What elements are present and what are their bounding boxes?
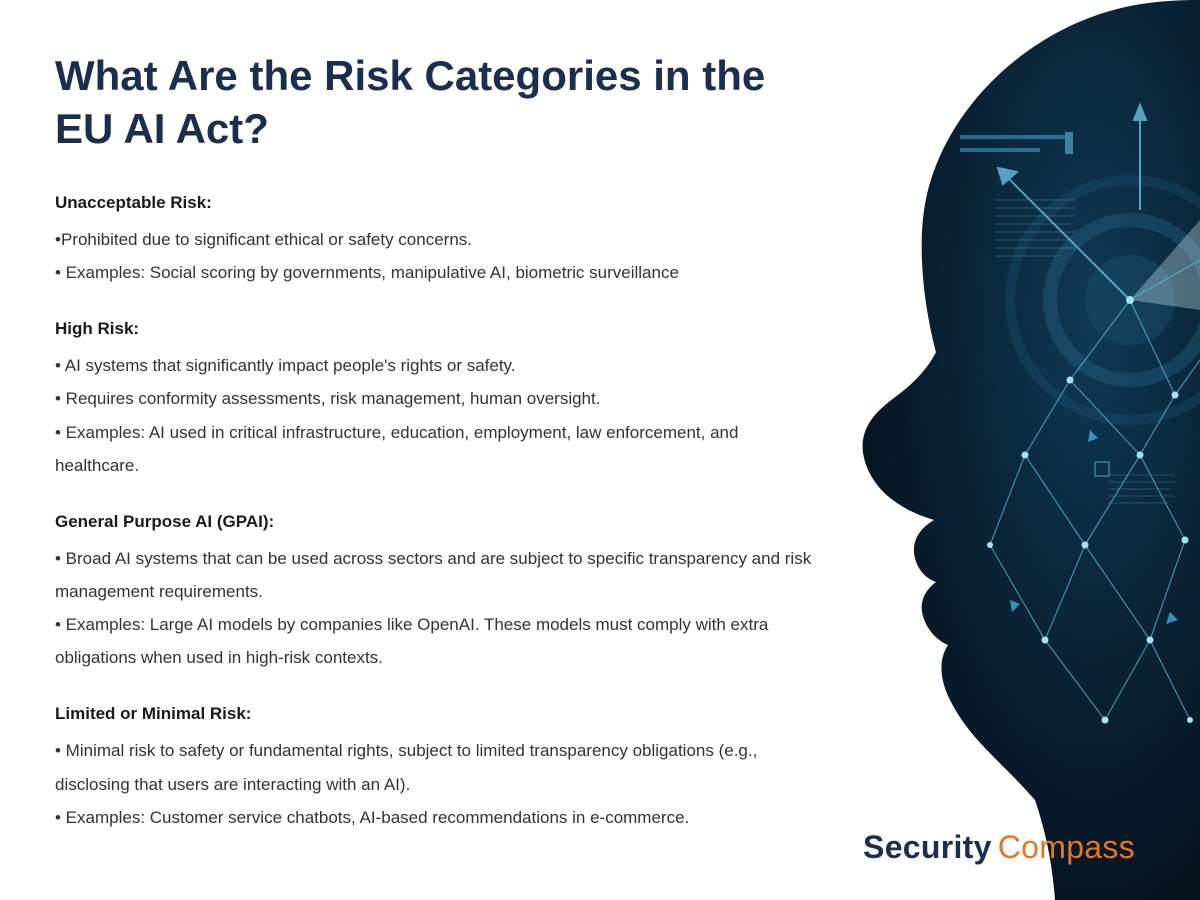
section-unacceptable: Unacceptable Risk: •Prohibited due to si…	[55, 193, 815, 289]
section-high: High Risk: • AI systems that significant…	[55, 319, 815, 482]
brand-part-2: Compass	[998, 829, 1135, 865]
section-heading: High Risk:	[55, 319, 815, 339]
bullet-text: • Requires conformity assessments, risk …	[55, 382, 815, 415]
bullet-text: • Examples: Large AI models by companies…	[55, 608, 815, 674]
bullet-text: • Examples: Customer service chatbots, A…	[55, 801, 815, 834]
brand-logo: SecurityCompass	[863, 829, 1135, 866]
section-heading: Unacceptable Risk:	[55, 193, 815, 213]
page-title: What Are the Risk Categories in the EU A…	[55, 50, 815, 155]
section-heading: General Purpose AI (GPAI):	[55, 512, 815, 532]
section-limited: Limited or Minimal Risk: • Minimal risk …	[55, 704, 815, 833]
head-svg	[840, 0, 1200, 900]
bullet-text: •Prohibited due to significant ethical o…	[55, 223, 815, 256]
brand-part-1: Security	[863, 829, 992, 865]
section-heading: Limited or Minimal Risk:	[55, 704, 815, 724]
bullet-text: • Examples: Social scoring by government…	[55, 256, 815, 289]
bullet-text: • Minimal risk to safety or fundamental …	[55, 734, 815, 800]
bullet-text: • Examples: AI used in critical infrastr…	[55, 416, 815, 482]
page-root: What Are the Risk Categories in the EU A…	[0, 0, 1200, 900]
head-silhouette-illustration	[840, 0, 1200, 900]
section-gpai: General Purpose AI (GPAI): • Broad AI sy…	[55, 512, 815, 675]
bullet-text: • AI systems that significantly impact p…	[55, 349, 815, 382]
bullet-text: • Broad AI systems that can be used acro…	[55, 542, 815, 608]
content-column: What Are the Risk Categories in the EU A…	[55, 50, 815, 864]
